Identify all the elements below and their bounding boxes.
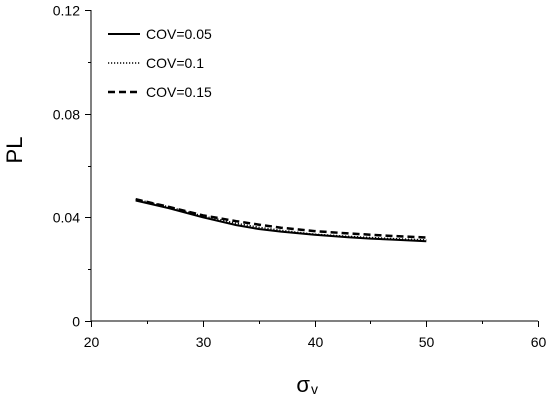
axes: 0 0.04 0.08 0.12 20 30 40 50 60	[53, 3, 547, 351]
x-tick-label: 40	[308, 334, 324, 350]
y-tick-label: 0.12	[53, 3, 80, 19]
series-line-2	[135, 198, 427, 241]
x-tick-label: 30	[196, 334, 212, 350]
legend-label-1: COV=0.05	[146, 26, 212, 42]
x-tick-label: 50	[419, 334, 435, 350]
y-tick-label: 0.04	[53, 210, 80, 226]
legend-label-3: COV=0.15	[146, 84, 212, 100]
series-layer	[135, 197, 427, 243]
x-axis-title-subscript: v	[311, 381, 318, 397]
legend-label-2: COV=0.1	[146, 55, 204, 71]
x-axis-title: σ	[296, 372, 310, 397]
series-line-1	[135, 199, 427, 243]
y-axis-title: PL	[2, 137, 27, 164]
y-tick-label: 0	[72, 314, 80, 330]
legend: COV=0.05 COV=0.1 COV=0.15	[108, 26, 212, 100]
y-tick-label: 0.08	[53, 107, 80, 123]
x-tick-label: 20	[84, 334, 100, 350]
series-line-3	[135, 197, 427, 239]
x-tick-label: 60	[531, 334, 547, 350]
